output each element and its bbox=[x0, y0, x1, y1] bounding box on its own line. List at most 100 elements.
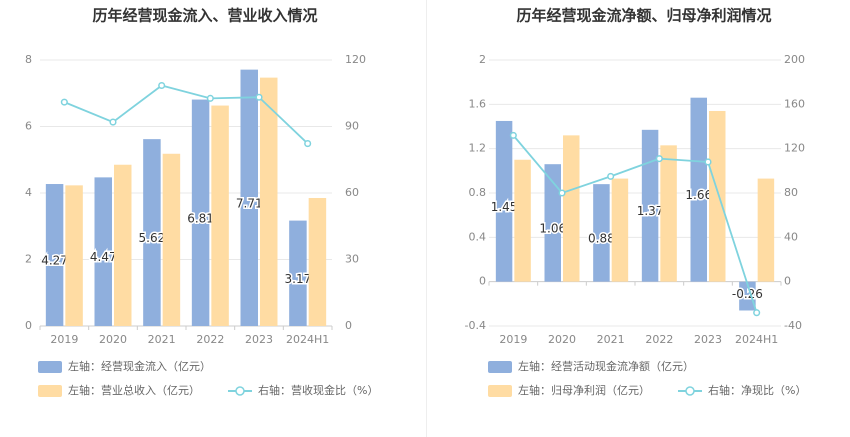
panel-divider bbox=[426, 0, 427, 437]
legend-swatch bbox=[38, 385, 62, 397]
right-axis-tick-label: 120 bbox=[784, 142, 805, 155]
right-axis-tick-label: 160 bbox=[784, 97, 805, 110]
x-axis-tick-label: 2020 bbox=[99, 333, 127, 346]
ratio-point bbox=[655, 155, 663, 163]
x-axis-tick-label: 2022 bbox=[645, 333, 673, 346]
right-axis-tick-label: 120 bbox=[345, 53, 366, 66]
data-label: 1.66 bbox=[685, 188, 712, 202]
legend-swatch bbox=[488, 361, 512, 373]
ratio-point bbox=[607, 172, 615, 180]
left-axis-tick-label: 8 bbox=[25, 53, 32, 66]
data-label: 4.47 bbox=[90, 250, 117, 264]
left-axis-tick-label: 4 bbox=[25, 186, 32, 199]
bar-secondary bbox=[114, 164, 132, 326]
left-axis-tick-label: 0 bbox=[25, 319, 32, 332]
bar-secondary bbox=[211, 105, 229, 327]
left-axis-tick-label: -0.4 bbox=[465, 319, 486, 332]
bar-primary bbox=[240, 69, 258, 326]
left-axis-tick-label: 0 bbox=[479, 275, 486, 288]
chart-title: 历年经营现金流净额、归母净利润情况 bbox=[516, 7, 771, 25]
legend-swatch-marker bbox=[235, 386, 245, 396]
bar-secondary bbox=[757, 178, 775, 282]
data-label: 6.81 bbox=[187, 211, 214, 225]
bar-primary bbox=[143, 139, 161, 326]
right-axis-tick-label: 60 bbox=[345, 186, 359, 199]
data-label: 1.37 bbox=[637, 204, 664, 218]
left-axis-tick-label: 0.8 bbox=[469, 186, 487, 199]
right-axis-tick-label: 30 bbox=[345, 253, 359, 266]
left-axis-tick-label: 1.2 bbox=[469, 142, 487, 155]
chart-title: 历年经营现金流入、营业收入情况 bbox=[92, 7, 317, 25]
legend-swatch bbox=[38, 361, 62, 373]
data-label: 1.45 bbox=[491, 200, 518, 214]
right-axis-tick-label: 0 bbox=[345, 319, 352, 332]
x-axis-tick-label: 2024H1 bbox=[735, 333, 778, 346]
bar-secondary bbox=[65, 185, 83, 326]
data-label: -0.26 bbox=[732, 287, 763, 301]
ratio-point bbox=[558, 189, 566, 197]
data-label: 1.06 bbox=[539, 221, 566, 235]
x-axis-tick-label: 2022 bbox=[196, 333, 224, 346]
ratio-point bbox=[753, 309, 761, 317]
data-label: 7.71 bbox=[236, 196, 263, 210]
x-axis-tick-label: 2020 bbox=[548, 333, 576, 346]
bar-primary bbox=[690, 97, 707, 282]
left-axis-tick-label: 2 bbox=[25, 253, 32, 266]
legend-label: 左轴：经营现金流入（亿元） bbox=[68, 359, 211, 373]
bar-secondary bbox=[308, 197, 327, 326]
bar-primary bbox=[593, 184, 610, 282]
ratio-point bbox=[509, 131, 517, 139]
data-label: 0.88 bbox=[588, 231, 615, 245]
bar-secondary bbox=[260, 77, 278, 326]
ratio-point bbox=[304, 140, 312, 148]
legend-label: 右轴：净现比（%） bbox=[708, 383, 806, 397]
ratio-line bbox=[63, 84, 309, 145]
bar-primary bbox=[191, 99, 210, 326]
x-axis-tick-label: 2023 bbox=[245, 333, 273, 346]
right-axis-tick-label: 40 bbox=[784, 230, 798, 243]
bar-primary bbox=[544, 164, 561, 282]
legend-swatch bbox=[488, 385, 512, 397]
data-label: 4.27 bbox=[41, 254, 68, 268]
left-axis-tick-label: 1.6 bbox=[469, 97, 487, 110]
legend-swatch-marker bbox=[685, 386, 695, 396]
bar-secondary bbox=[709, 110, 726, 282]
ratio-point bbox=[158, 81, 166, 90]
right-axis-tick-label: 90 bbox=[345, 120, 359, 133]
bar-secondary bbox=[611, 178, 629, 282]
left-axis-tick-label: 0.4 bbox=[469, 230, 487, 243]
x-axis-tick-label: 2021 bbox=[148, 333, 176, 346]
right-axis-tick-label: 80 bbox=[784, 186, 798, 199]
x-axis-tick-label: 2019 bbox=[50, 333, 78, 346]
left-axis-tick-label: 2 bbox=[479, 53, 486, 66]
bar-primary bbox=[641, 129, 659, 282]
legend-label: 左轴：归母净利润（亿元） bbox=[518, 383, 650, 397]
ratio-line bbox=[512, 134, 758, 313]
ratio-point bbox=[109, 118, 117, 126]
ratio-point bbox=[60, 98, 68, 106]
bar-primary bbox=[94, 177, 112, 326]
bar-primary bbox=[739, 281, 756, 311]
x-axis-tick-label: 2023 bbox=[694, 333, 722, 346]
legend-label: 左轴：经营活动现金流净额（亿元） bbox=[518, 359, 694, 373]
right-axis-tick-label: 200 bbox=[784, 53, 805, 66]
x-axis-tick-label: 2019 bbox=[499, 333, 527, 346]
right-axis-tick-label: 0 bbox=[784, 275, 791, 288]
bar-secondary bbox=[563, 135, 580, 282]
x-axis-tick-label: 2024H1 bbox=[286, 333, 329, 346]
x-axis-tick-label: 2021 bbox=[597, 333, 625, 346]
bar-primary bbox=[45, 184, 64, 326]
data-label: 3.17 bbox=[285, 272, 312, 286]
right-axis-tick-label: -40 bbox=[784, 319, 802, 332]
bar-secondary bbox=[162, 153, 181, 326]
ratio-point bbox=[255, 93, 263, 101]
left-axis-tick-label: 6 bbox=[25, 120, 32, 133]
bar-secondary bbox=[660, 145, 677, 282]
data-label: 5.62 bbox=[139, 231, 166, 245]
ratio-point bbox=[704, 158, 712, 166]
legend-label: 右轴：营收现金比（%） bbox=[258, 383, 378, 397]
bar-primary bbox=[495, 120, 513, 282]
legend-label: 左轴：营业总收入（亿元） bbox=[68, 383, 200, 397]
bar-primary bbox=[289, 220, 307, 326]
